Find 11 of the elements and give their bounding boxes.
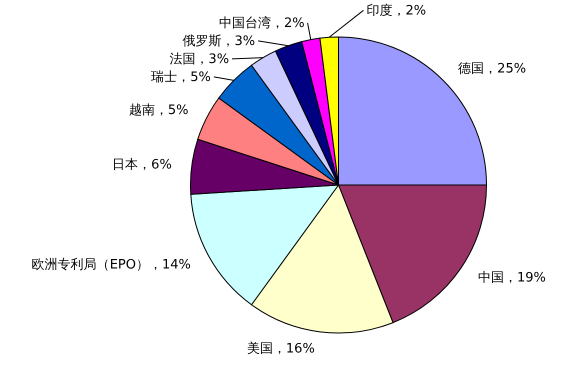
- slice-label: 中国台湾，2%: [218, 14, 305, 31]
- slice-label: 欧洲专利局（EPO），14%: [32, 257, 191, 272]
- slice-label: 俄罗斯，3%: [182, 34, 256, 49]
- slice-label: 瑞士，5%: [151, 70, 211, 85]
- slice-label: 法国，3%: [169, 52, 230, 67]
- slice-label: 德国，25%: [458, 61, 526, 76]
- slice-label: 中国，19%: [478, 270, 546, 286]
- slice-label: 越南，5%: [128, 103, 188, 118]
- slice-label: 美国，16%: [246, 340, 315, 357]
- slice-label: 日本，6%: [112, 157, 172, 172]
- slice-label: 印度，2%: [366, 2, 426, 18]
